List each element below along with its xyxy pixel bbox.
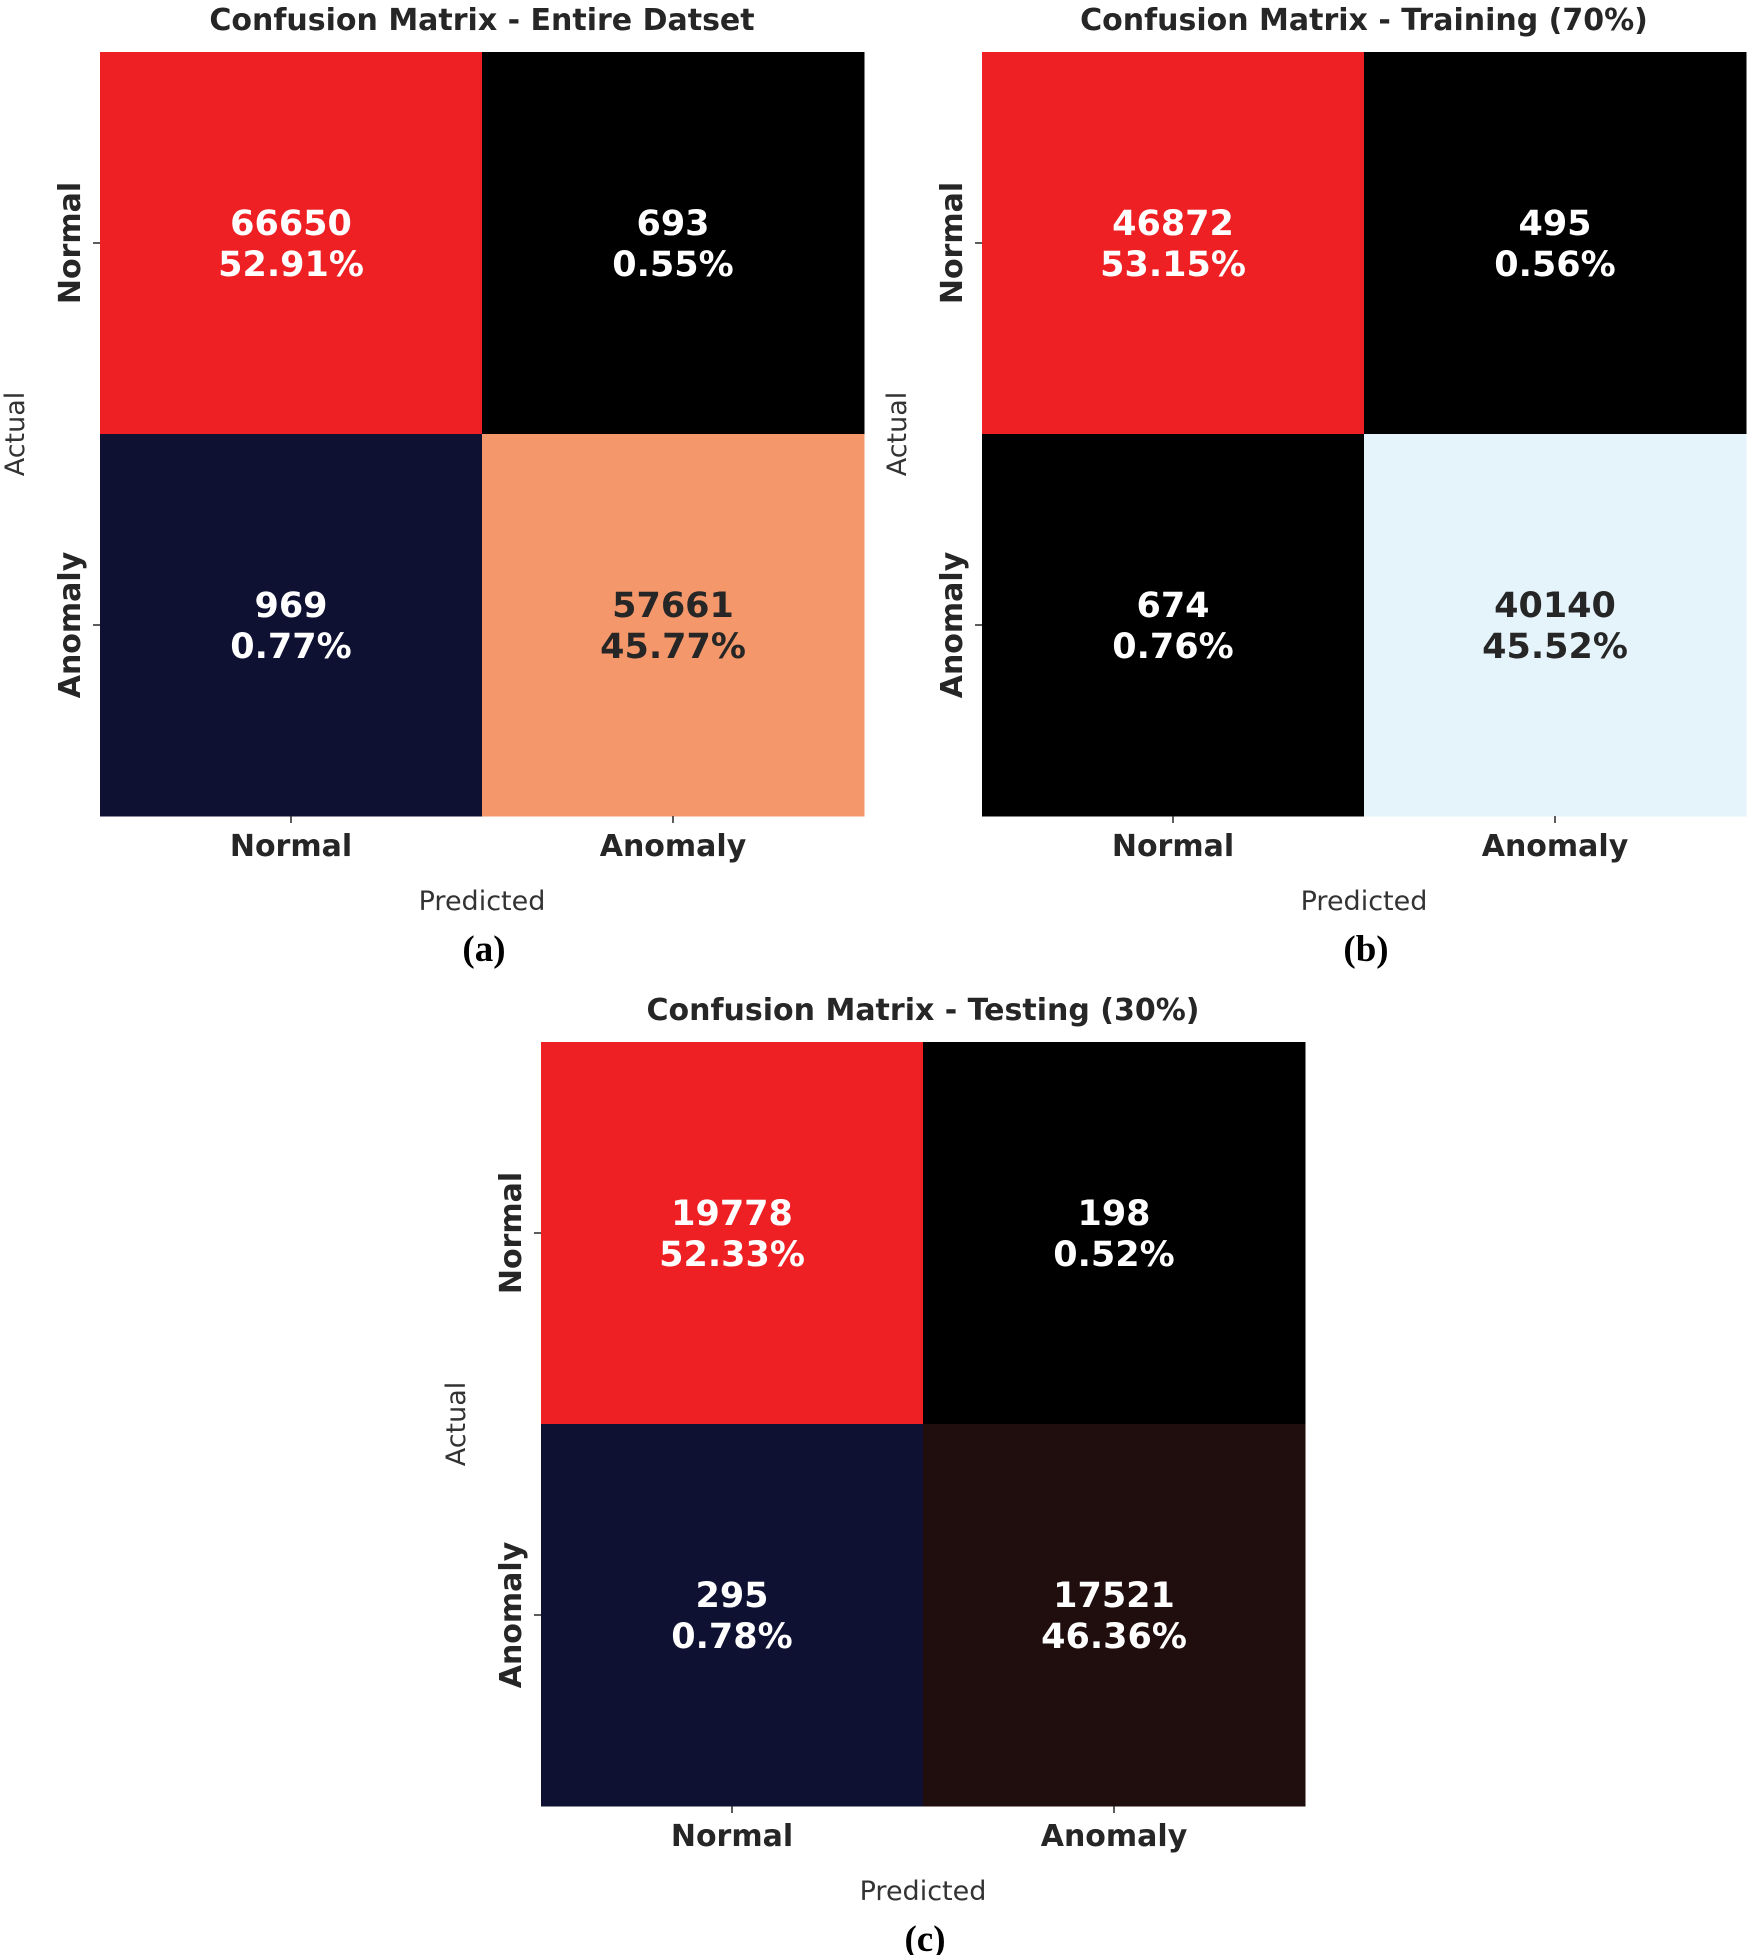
x-axis-title: Predicted <box>419 886 546 917</box>
cell-count-label: 17521 <box>1053 1576 1175 1616</box>
heatmap-cell <box>100 52 483 435</box>
cell-percent-label: 0.77% <box>230 627 351 667</box>
cell-percent-label: 0.52% <box>1053 1235 1174 1275</box>
cell-percent-label: 53.15% <box>1100 245 1246 285</box>
cell-count-label: 495 <box>1518 204 1591 244</box>
x-tick-label: Normal <box>671 1819 793 1854</box>
x-tick-label: Normal <box>230 829 352 864</box>
panel-label: (b) <box>1343 929 1388 970</box>
cell-percent-label: 46.36% <box>1041 1617 1187 1657</box>
cell-count-label: 198 <box>1077 1194 1150 1234</box>
heatmap-cell <box>100 434 483 817</box>
y-axis-title: Actual <box>0 392 31 477</box>
cell-count-label: 57661 <box>612 586 734 626</box>
y-axis-title: Actual <box>441 1382 472 1467</box>
cell-count-label: 295 <box>695 1576 768 1616</box>
confusion-matrix-panel-3: Confusion Matrix - Testing (30%) 1977852.… <box>441 993 1306 1955</box>
x-axis-title: Predicted <box>860 1876 987 1907</box>
y-tick-label: Anomaly <box>935 551 970 698</box>
y-tick-label: Anomaly <box>53 551 88 698</box>
y-tick-label: Anomaly <box>494 1541 529 1688</box>
cell-count-label: 674 <box>1136 586 1209 626</box>
cell-count-label: 693 <box>636 204 709 244</box>
heatmap-cell <box>982 434 1365 817</box>
heatmap-cell <box>923 1042 1306 1425</box>
cell-percent-label: 0.55% <box>612 245 733 285</box>
heatmap-cell <box>482 52 865 435</box>
x-tick-label: Anomaly <box>1041 1819 1188 1854</box>
cell-percent-label: 0.76% <box>1112 627 1233 667</box>
x-tick-label: Anomaly <box>600 829 747 864</box>
cell-count-label: 40140 <box>1494 586 1616 626</box>
y-tick-label: Normal <box>494 1172 529 1294</box>
x-tick-label: Normal <box>1112 829 1234 864</box>
cell-count-label: 66650 <box>230 204 352 244</box>
cell-count-label: 46872 <box>1112 204 1234 244</box>
x-axis-title: Predicted <box>1301 886 1428 917</box>
heatmap-cell <box>482 434 865 817</box>
cell-count-label: 19778 <box>671 1194 793 1234</box>
heatmap-cell <box>1364 52 1747 435</box>
chart-title: Confusion Matrix - Testing (30%) <box>647 993 1200 1028</box>
chart-title: Confusion Matrix - Entire Datset <box>209 3 754 38</box>
panel-label: (a) <box>462 929 505 970</box>
cell-percent-label: 52.33% <box>659 1235 805 1275</box>
x-tick-label: Anomaly <box>1482 829 1629 864</box>
heatmap-cell <box>541 1042 924 1425</box>
cell-percent-label: 45.77% <box>600 627 746 667</box>
panel-label: (c) <box>904 1919 945 1955</box>
heatmap-cell <box>541 1424 924 1807</box>
cell-percent-label: 45.52% <box>1482 627 1628 667</box>
cell-count-label: 969 <box>254 586 327 626</box>
confusion-matrix-panel-2: Confusion Matrix - Training (70%) 4687253… <box>882 3 1747 970</box>
y-tick-label: Normal <box>53 182 88 304</box>
heatmap-cell <box>982 52 1365 435</box>
cell-percent-label: 0.56% <box>1494 245 1615 285</box>
heatmap-cell <box>1364 434 1747 817</box>
heatmap-cell <box>923 1424 1306 1807</box>
y-tick-label: Normal <box>935 182 970 304</box>
cell-percent-label: 0.78% <box>671 1617 792 1657</box>
chart-title: Confusion Matrix - Training (70%) <box>1080 3 1648 38</box>
y-axis-title: Actual <box>882 392 913 477</box>
confusion-matrix-panel-1: Confusion Matrix - Entire Datset 6665052.… <box>0 3 865 970</box>
cell-percent-label: 52.91% <box>218 245 364 285</box>
